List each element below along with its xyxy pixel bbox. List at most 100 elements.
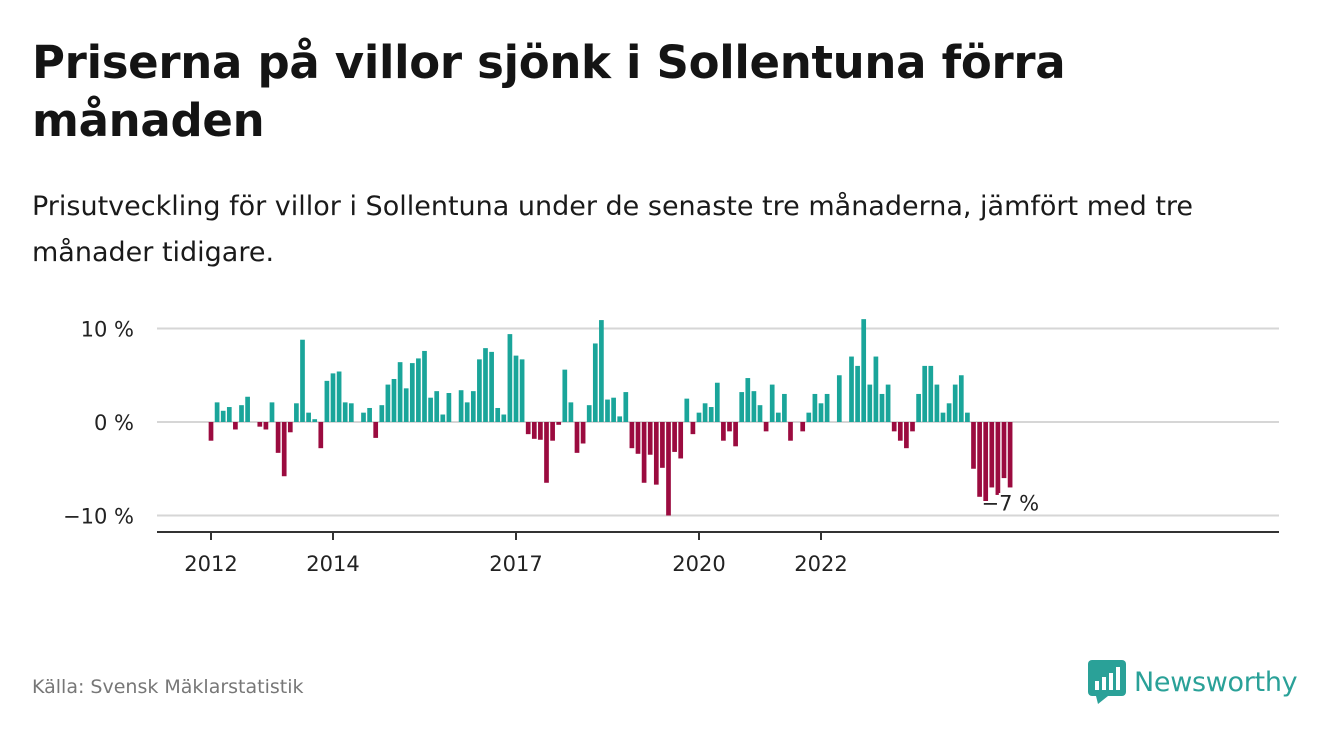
bar — [660, 422, 665, 468]
bar — [971, 422, 976, 469]
bar — [336, 371, 342, 422]
bar — [995, 422, 1001, 495]
bar — [873, 356, 879, 422]
bar — [269, 402, 275, 423]
bar — [977, 422, 982, 497]
bar — [306, 412, 311, 422]
bar — [690, 422, 696, 435]
bar — [599, 320, 604, 422]
bar — [385, 384, 391, 422]
bar — [361, 412, 366, 422]
bar — [513, 355, 519, 422]
bar — [800, 422, 806, 432]
bar — [214, 402, 220, 423]
bar — [617, 416, 623, 422]
bars — [208, 319, 1013, 516]
bar — [294, 403, 299, 422]
bar — [379, 405, 385, 422]
bar — [470, 391, 476, 422]
bar — [233, 422, 238, 430]
bar — [727, 422, 732, 432]
bar — [531, 422, 537, 439]
bar — [782, 393, 787, 422]
bar — [940, 412, 946, 422]
bar — [666, 422, 671, 516]
bar — [544, 422, 549, 483]
bar — [483, 348, 488, 422]
bar — [312, 419, 318, 422]
bar — [861, 319, 867, 422]
bar — [641, 422, 647, 483]
bar — [324, 380, 330, 422]
bar — [580, 422, 586, 444]
bar — [239, 405, 244, 422]
brand-name: Newsworthy — [1134, 666, 1298, 698]
bar — [891, 422, 897, 432]
bar — [946, 403, 952, 422]
y-tick-label: 0 % — [94, 411, 134, 435]
bar — [428, 397, 433, 422]
bar — [806, 412, 812, 422]
newsworthy-logo-icon — [1088, 660, 1126, 704]
bar — [745, 378, 751, 423]
bar — [226, 407, 232, 422]
bar — [342, 402, 348, 423]
bar — [867, 384, 873, 422]
x-tick-label: 2022 — [794, 552, 847, 576]
bar — [836, 375, 842, 422]
bar — [397, 362, 403, 422]
bar — [574, 422, 580, 453]
bar — [257, 422, 263, 427]
bar — [208, 422, 214, 441]
bar — [653, 422, 659, 485]
bar — [556, 422, 562, 425]
x-tick-label: 2012 — [184, 552, 237, 576]
bar — [885, 384, 891, 422]
bar — [788, 422, 793, 441]
bar — [287, 422, 293, 433]
bar — [330, 373, 336, 422]
bar — [391, 378, 397, 422]
bar — [440, 414, 446, 422]
bar — [275, 422, 281, 453]
bar — [458, 390, 464, 422]
bar — [684, 398, 690, 423]
bar — [733, 422, 738, 447]
bar — [989, 422, 995, 488]
bar — [635, 422, 641, 454]
bar — [928, 365, 934, 422]
bar — [916, 393, 921, 422]
bar — [519, 359, 525, 422]
bar — [696, 412, 702, 422]
bar — [763, 422, 769, 432]
bar — [897, 422, 903, 441]
bar — [965, 412, 970, 422]
y-tick-label: 10 % — [81, 318, 134, 342]
bar — [849, 356, 854, 422]
bar-chart: 10 % 0 % −10 % 2012 2014 2017 2020 2022 −7 % — [63, 318, 1279, 576]
y-tick-label: −10 % — [63, 505, 134, 529]
bar — [318, 422, 324, 449]
bar — [910, 422, 915, 432]
bar — [568, 402, 574, 423]
bar — [702, 403, 708, 422]
bar — [348, 403, 354, 422]
bar — [629, 422, 635, 449]
bar — [952, 384, 958, 422]
bar — [538, 422, 543, 440]
bar — [605, 399, 610, 422]
page-title: Priserna på villor sjönk i Sollentuna fö… — [32, 36, 1066, 147]
source-text: Källa: Svensk Mäklarstatistik — [32, 676, 304, 698]
x-tick-label: 2014 — [306, 552, 359, 576]
bar — [434, 391, 440, 422]
bar — [775, 412, 781, 422]
bar — [922, 365, 928, 422]
bar — [592, 343, 598, 422]
bar — [550, 422, 555, 441]
bar — [367, 407, 372, 422]
bar — [751, 391, 757, 422]
bar — [446, 393, 452, 422]
x-tick-label: 2020 — [672, 552, 725, 576]
bar — [879, 393, 885, 422]
bar — [464, 402, 470, 423]
